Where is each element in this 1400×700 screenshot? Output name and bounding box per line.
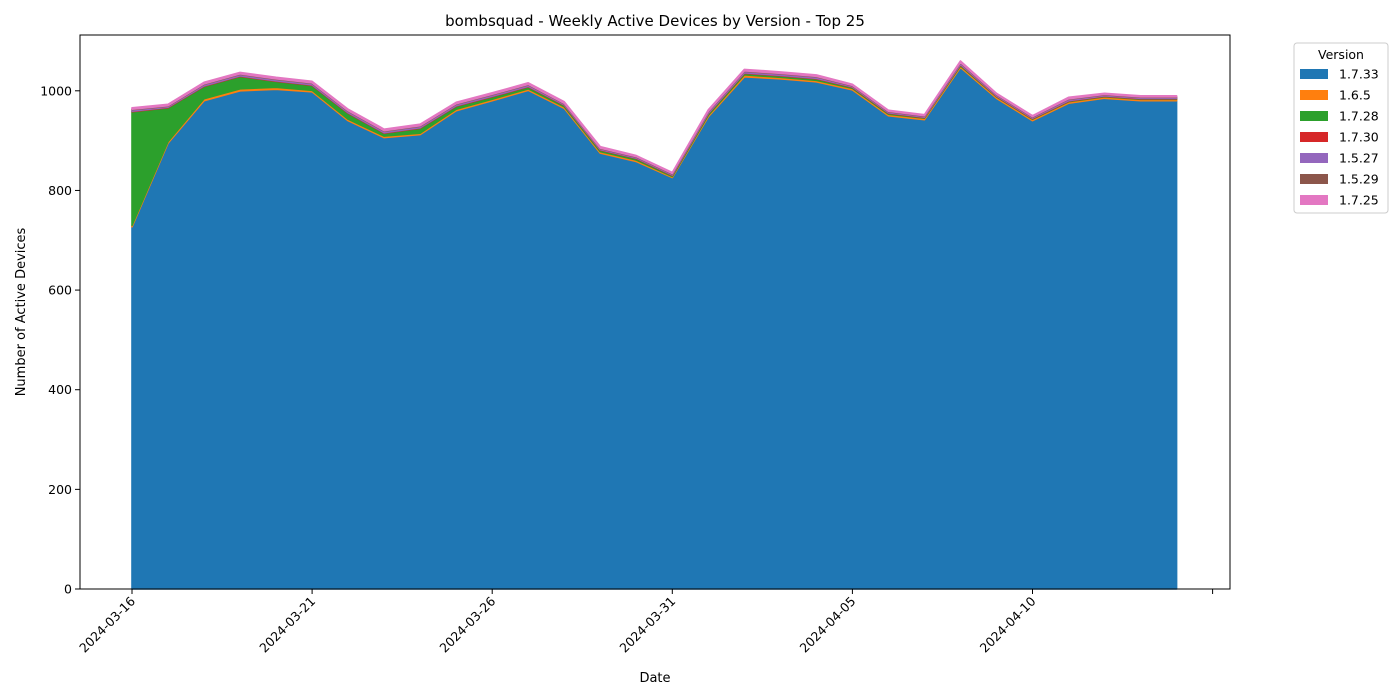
legend-swatch bbox=[1300, 69, 1328, 79]
plot-frame bbox=[79, 34, 1231, 590]
legend-swatch bbox=[1300, 153, 1328, 163]
y-tick-label: 1000 bbox=[40, 83, 72, 98]
x-axis: 2024-03-16 2024-03-21 2024-03-26 2024-03-31… bbox=[76, 589, 1214, 656]
y-tick-label: 0 bbox=[64, 582, 72, 597]
legend-item-label: 1.7.28 bbox=[1339, 109, 1379, 124]
plot-area bbox=[131, 60, 1178, 590]
legend-title: Version bbox=[1318, 47, 1364, 62]
area-series-1-7-25 bbox=[131, 60, 1178, 175]
x-axis-label: Date bbox=[639, 671, 670, 686]
y-tick-label: 200 bbox=[48, 482, 72, 497]
legend-item-label: 1.7.25 bbox=[1339, 193, 1379, 208]
x-tick-label: 2024-04-05 bbox=[797, 594, 859, 656]
y-tick-label: 400 bbox=[48, 382, 72, 397]
legend-swatch bbox=[1300, 90, 1328, 100]
y-tick-label: 800 bbox=[48, 183, 72, 198]
legend-item-label: 1.6.5 bbox=[1339, 88, 1371, 103]
legend-item-label: 1.7.30 bbox=[1339, 130, 1379, 145]
x-tick-label: 2024-03-16 bbox=[76, 593, 138, 655]
y-axis-label: Number of Active Devices bbox=[14, 227, 29, 396]
x-tick-label: 2024-03-21 bbox=[256, 594, 318, 656]
legend-item-label: 1.5.29 bbox=[1339, 172, 1379, 187]
y-axis: 0 200 400 600 800 1000 bbox=[40, 83, 80, 597]
legend-swatch bbox=[1300, 195, 1328, 205]
legend-swatch bbox=[1300, 111, 1328, 121]
x-tick-label: 2024-03-31 bbox=[616, 594, 678, 656]
x-tick-label: 2024-03-26 bbox=[436, 593, 498, 655]
x-tick-label: 2024-04-10 bbox=[977, 593, 1039, 655]
area-series-1-7-33 bbox=[131, 66, 1178, 590]
legend: Version 1.7.33 1.6.5 1.7.28 1.7.30 1.5.27 1.5… bbox=[1293, 42, 1389, 214]
legend-item-label: 1.7.33 bbox=[1339, 67, 1379, 82]
legend-swatch bbox=[1300, 132, 1328, 142]
chart-title: bombsquad - Weekly Active Devices by Ver… bbox=[445, 12, 865, 30]
y-tick-label: 600 bbox=[48, 283, 72, 298]
legend-swatch bbox=[1300, 174, 1328, 184]
legend-item-label: 1.5.27 bbox=[1339, 151, 1379, 166]
legend-frame bbox=[1293, 42, 1389, 214]
